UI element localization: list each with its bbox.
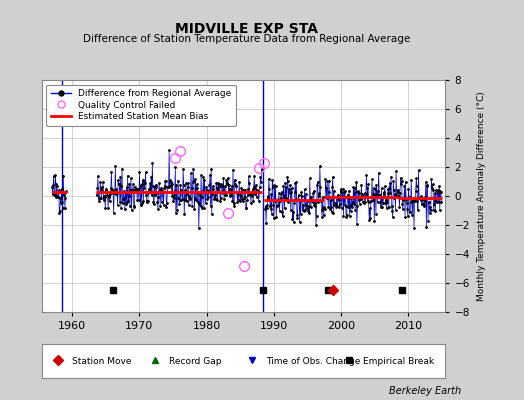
Text: MIDVILLE EXP STA: MIDVILLE EXP STA — [175, 22, 318, 36]
Text: Berkeley Earth: Berkeley Earth — [389, 386, 461, 396]
Text: Station Move: Station Move — [72, 356, 132, 366]
Text: Empirical Break: Empirical Break — [363, 356, 434, 366]
Y-axis label: Monthly Temperature Anomaly Difference (°C): Monthly Temperature Anomaly Difference (… — [477, 91, 486, 301]
Text: Time of Obs. Change: Time of Obs. Change — [266, 356, 360, 366]
Legend: Difference from Regional Average, Quality Control Failed, Estimated Station Mean: Difference from Regional Average, Qualit… — [47, 84, 236, 126]
Text: Difference of Station Temperature Data from Regional Average: Difference of Station Temperature Data f… — [83, 34, 410, 44]
Text: Record Gap: Record Gap — [169, 356, 222, 366]
